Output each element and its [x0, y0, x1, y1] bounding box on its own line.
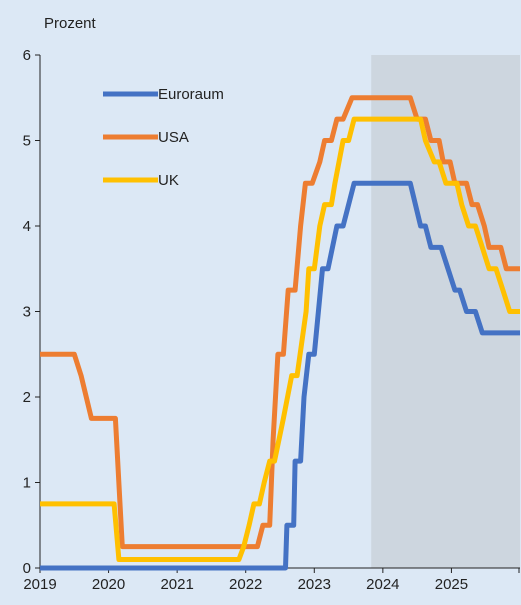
series-line-euroraum — [40, 180, 520, 571]
legend-label-usa: USA — [158, 129, 189, 146]
shaded-area — [371, 55, 520, 568]
legend-label-euroraum: Euroraum — [158, 86, 224, 103]
y-tick-label: 1 — [23, 475, 31, 492]
y-axis-label: Prozent — [44, 15, 97, 32]
series-line-uk — [40, 116, 520, 562]
legend: Euroraum USA UK — [103, 86, 224, 189]
x-tick-label: 2019 — [23, 576, 56, 593]
y-tick-label: 4 — [23, 218, 31, 235]
y-tick-label: 3 — [23, 304, 31, 321]
y-tick-label: 5 — [23, 133, 31, 150]
series-line-usa — [40, 95, 520, 550]
x-tick-label: 2023 — [298, 576, 331, 593]
y-tick-label: 2 — [23, 389, 31, 406]
axes: 0 1 2 3 4 5 6 2019 2020 2021 2022 2023 2024 2025 — [23, 47, 520, 593]
legend-label-uk: UK — [158, 172, 179, 189]
x-tick-label: 2025 — [435, 576, 468, 593]
series-lines — [40, 95, 520, 571]
y-tick-label: 0 — [23, 560, 31, 577]
x-tick-label: 2020 — [92, 576, 125, 593]
x-tick-label: 2021 — [160, 576, 193, 593]
x-tick-label: 2022 — [229, 576, 262, 593]
x-tick-label: 2024 — [366, 576, 399, 593]
y-tick-label: 6 — [23, 47, 31, 64]
shaded-forecast-region — [371, 55, 520, 568]
